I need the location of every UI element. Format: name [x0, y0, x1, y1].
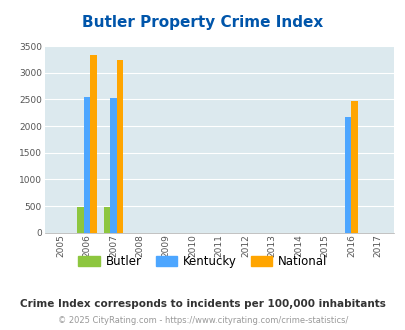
Bar: [117, 59, 123, 233]
Bar: [103, 207, 110, 233]
Bar: [110, 98, 117, 233]
Legend: Butler, Kentucky, National: Butler, Kentucky, National: [74, 250, 331, 273]
Bar: [351, 101, 357, 233]
Text: Crime Index corresponds to incidents per 100,000 inhabitants: Crime Index corresponds to incidents per…: [20, 299, 385, 309]
Bar: [77, 207, 83, 233]
Text: Butler Property Crime Index: Butler Property Crime Index: [82, 15, 323, 30]
Bar: [344, 117, 351, 233]
Text: © 2025 CityRating.com - https://www.cityrating.com/crime-statistics/: © 2025 CityRating.com - https://www.city…: [58, 316, 347, 325]
Bar: [83, 97, 90, 233]
Bar: [90, 55, 97, 233]
